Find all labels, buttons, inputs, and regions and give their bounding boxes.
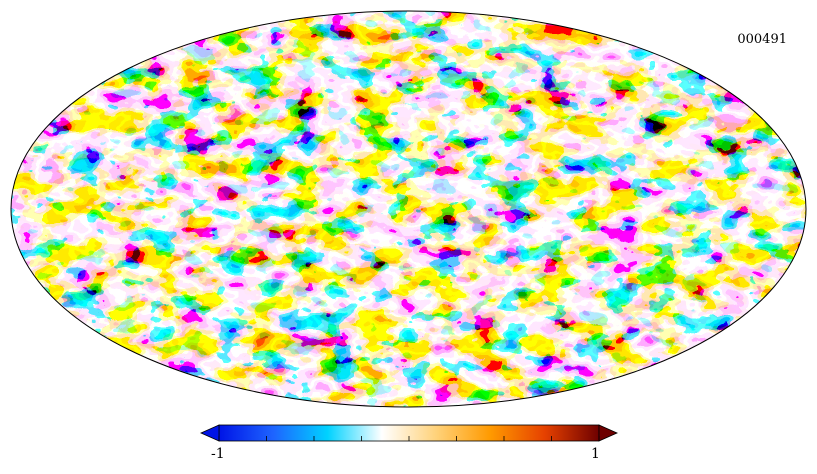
- map-outline: [10, 10, 807, 408]
- colorbar-max-label: 1: [591, 446, 600, 462]
- colorbar-ticks: [218, 436, 600, 441]
- colorbar: [200, 424, 618, 442]
- map-label: 000491: [737, 32, 787, 47]
- map-field: [11, 11, 806, 407]
- colorbar-min-arrow: [200, 424, 220, 442]
- colorbar-max-arrow: [598, 424, 618, 442]
- colorbar-min-label: -1: [211, 446, 225, 462]
